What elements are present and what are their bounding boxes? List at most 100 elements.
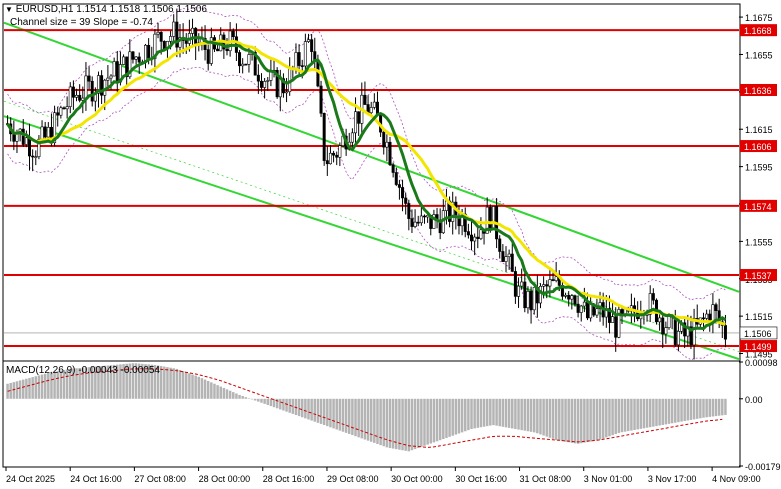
time-tick-label: 30 Oct 00:00 xyxy=(391,474,443,484)
candle-body xyxy=(75,94,79,98)
candle-body xyxy=(542,284,546,287)
candle-body xyxy=(12,133,16,142)
candle-body xyxy=(78,94,82,101)
candle-body xyxy=(723,325,727,340)
time-axis: 24 Oct 2025 24 Oct 16:00 27 Oct 08:00 28 Oc… xyxy=(5,467,761,484)
channel-middle-line xyxy=(3,115,740,361)
candle-body xyxy=(216,48,220,52)
candle-body xyxy=(589,303,593,319)
candle-body xyxy=(350,132,354,143)
candle-body xyxy=(422,215,426,218)
candle-body xyxy=(595,308,599,316)
macd-plot-frame xyxy=(2,360,741,468)
candle-body xyxy=(607,308,611,323)
candle-body xyxy=(432,214,436,229)
candle-body xyxy=(485,206,489,234)
candle-body xyxy=(328,152,332,165)
candle-body xyxy=(253,52,257,76)
candle-body xyxy=(71,86,75,98)
candle-body xyxy=(256,74,260,82)
candle-body xyxy=(90,80,94,102)
time-tick-label: 31 Oct 08:00 xyxy=(520,474,572,484)
level-label-box xyxy=(740,199,777,212)
candle-body xyxy=(31,155,35,158)
candle-body xyxy=(473,236,477,242)
level-label-text: 1.1574 xyxy=(744,202,772,212)
candle-body xyxy=(570,295,574,300)
main-plot-frame xyxy=(2,3,741,362)
candle-body xyxy=(513,271,517,297)
slow-moving-average-line xyxy=(6,39,726,326)
candle-body xyxy=(184,40,188,44)
candle-body xyxy=(275,69,279,98)
candle-body xyxy=(711,304,715,323)
level-label-box xyxy=(740,24,777,37)
candle-body xyxy=(62,107,66,110)
candle-body xyxy=(538,285,542,304)
level-label-box xyxy=(740,269,777,282)
candle-body xyxy=(507,253,511,257)
candle-body xyxy=(225,48,229,52)
macd-label: MACD(12,26,9) -0.00043 -0.00054 xyxy=(6,365,160,376)
dropdown-triangle-icon[interactable]: ▼ xyxy=(5,5,13,14)
candle-body xyxy=(294,52,298,70)
candle-body xyxy=(419,215,423,224)
candle-body xyxy=(169,36,173,42)
time-tick-label: 3 Nov 17:00 xyxy=(648,474,697,484)
channel-info: Channel size = 39 Slope = -0.74 xyxy=(10,17,153,28)
candle-body xyxy=(209,37,213,64)
candle-body xyxy=(701,317,705,320)
candle-body xyxy=(573,295,577,305)
time-tick-label: 27 Oct 08:00 xyxy=(134,474,186,484)
lower-envelope-line xyxy=(7,67,726,361)
candle-body xyxy=(614,316,618,338)
candle-body xyxy=(651,293,655,301)
candle-body xyxy=(322,113,326,161)
candle-body xyxy=(385,141,389,148)
time-tick-label: 24 Oct 16:00 xyxy=(70,474,122,484)
price-tick-label: 1.1655 xyxy=(745,50,773,60)
candle-body xyxy=(310,39,314,52)
candle-body xyxy=(263,81,267,88)
envelope-bands xyxy=(7,7,726,361)
candle-body xyxy=(582,301,586,307)
candle-body xyxy=(137,56,141,63)
candle-body xyxy=(43,126,47,138)
candle-body xyxy=(661,317,665,335)
candle-body xyxy=(96,75,100,94)
candle-body xyxy=(397,184,401,188)
candle-body xyxy=(300,65,304,67)
candle-body xyxy=(476,236,480,239)
candle-body xyxy=(416,221,420,224)
candle-body xyxy=(648,293,652,315)
candle-body xyxy=(586,301,590,319)
fast-moving-average-line xyxy=(6,36,727,332)
candle-body xyxy=(147,44,151,59)
candle-body xyxy=(617,309,621,338)
candle-body xyxy=(122,56,126,65)
candle-body xyxy=(244,63,248,66)
candle-body xyxy=(131,51,135,60)
candle-body xyxy=(325,160,329,165)
price-tick-label: 1.1675 xyxy=(745,13,773,23)
candle-body xyxy=(231,30,235,38)
candle-body xyxy=(391,164,395,173)
symbol-header: ▼ EURUSD,H1 1.1514 1.1518 1.1506 1.1506 xyxy=(5,4,207,15)
candle-body xyxy=(523,281,527,309)
candle-body xyxy=(106,77,110,81)
candle-body xyxy=(689,326,693,346)
price-tick-label: 1.1595 xyxy=(745,163,773,173)
candle-body xyxy=(303,41,307,67)
price-tick-label: 1.1495 xyxy=(745,350,773,360)
candle-body xyxy=(404,197,408,204)
macd-tick-label: 0.00 xyxy=(745,395,763,405)
candle-body xyxy=(87,75,91,82)
candle-body xyxy=(21,128,25,145)
candle-body xyxy=(65,106,69,110)
current-price-text: 1.1506 xyxy=(744,329,772,339)
candle-body xyxy=(667,316,671,328)
candle-body xyxy=(401,187,405,199)
candle-body xyxy=(529,291,533,311)
candle-body xyxy=(579,305,583,313)
